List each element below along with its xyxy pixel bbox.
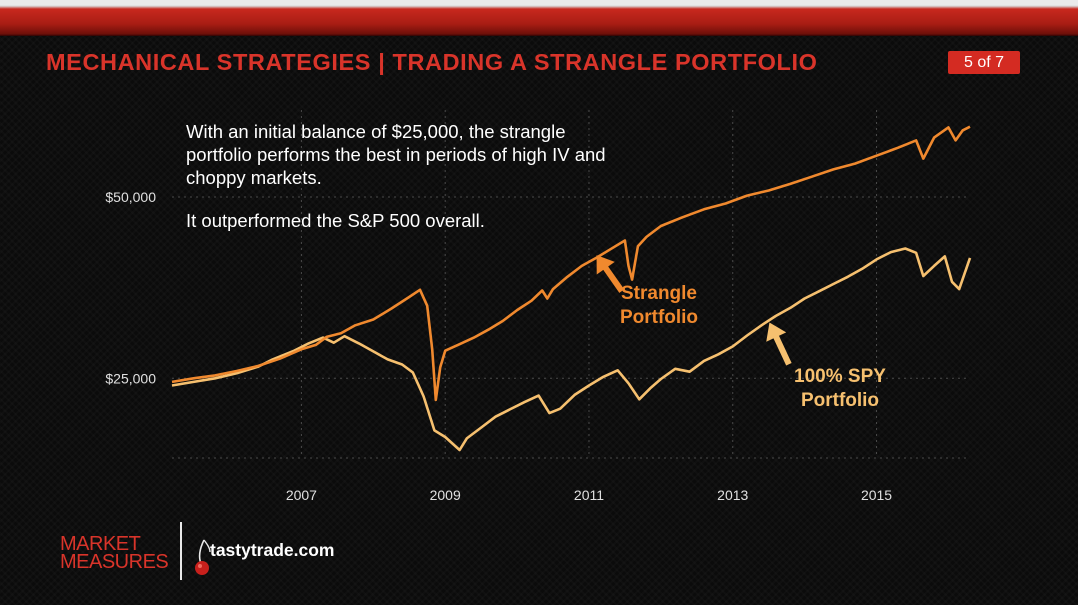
chart-caption: With an initial balance of $25,000, the … <box>186 120 606 232</box>
y-axis-ticks: $25,000 $50,000 <box>105 189 156 386</box>
x-tick-label: 2007 <box>286 487 317 503</box>
logo-divider <box>180 522 182 580</box>
x-axis-ticks: 2007 2009 2011 2013 2015 <box>286 487 892 503</box>
spy-series-line <box>171 247 972 452</box>
x-tick-label: 2015 <box>861 487 892 503</box>
spy-annotation: 100% SPY Portfolio <box>776 365 904 413</box>
page-indicator: 5 of 7 <box>948 51 1020 74</box>
spy-annotation-line-1: 100% SPY <box>794 366 886 387</box>
slide-title: MECHANICAL STRATEGIES | TRADING A STRANG… <box>46 49 818 75</box>
x-tick-label: 2011 <box>574 487 604 503</box>
x-tick-label: 2009 <box>430 487 461 503</box>
tastytrade-logo: tastytrade.com <box>210 540 335 560</box>
y-tick-label: $25,000 <box>105 370 156 386</box>
strangle-annotation-line-1: Strangle <box>620 283 698 304</box>
logo-line-1: MARKET <box>60 533 141 555</box>
up-arrow-icon <box>596 255 625 293</box>
caption-paragraph-2: It outperformed the S&P 500 overall. <box>186 210 485 231</box>
cherry-icon <box>195 539 211 575</box>
logo-line-2: MEASURES <box>60 551 169 573</box>
up-arrow-icon <box>766 322 792 366</box>
spy-annotation-line-2: Portfolio <box>800 390 880 411</box>
y-tick-label: $50,000 <box>105 189 156 205</box>
caption-paragraph-1: With an initial balance of $25,000, the … <box>186 121 606 188</box>
slide-background <box>0 36 1078 605</box>
top-banner <box>0 0 1078 36</box>
strangle-annotation: Strangle Portfolio <box>600 282 718 330</box>
market-measures-logo: MARKET MEASURES <box>60 533 169 573</box>
chart-grid <box>172 110 970 459</box>
strangle-series-line <box>171 125 971 402</box>
strangle-annotation-line-2: Portfolio <box>619 307 699 328</box>
x-tick-label: 2013 <box>717 487 748 503</box>
